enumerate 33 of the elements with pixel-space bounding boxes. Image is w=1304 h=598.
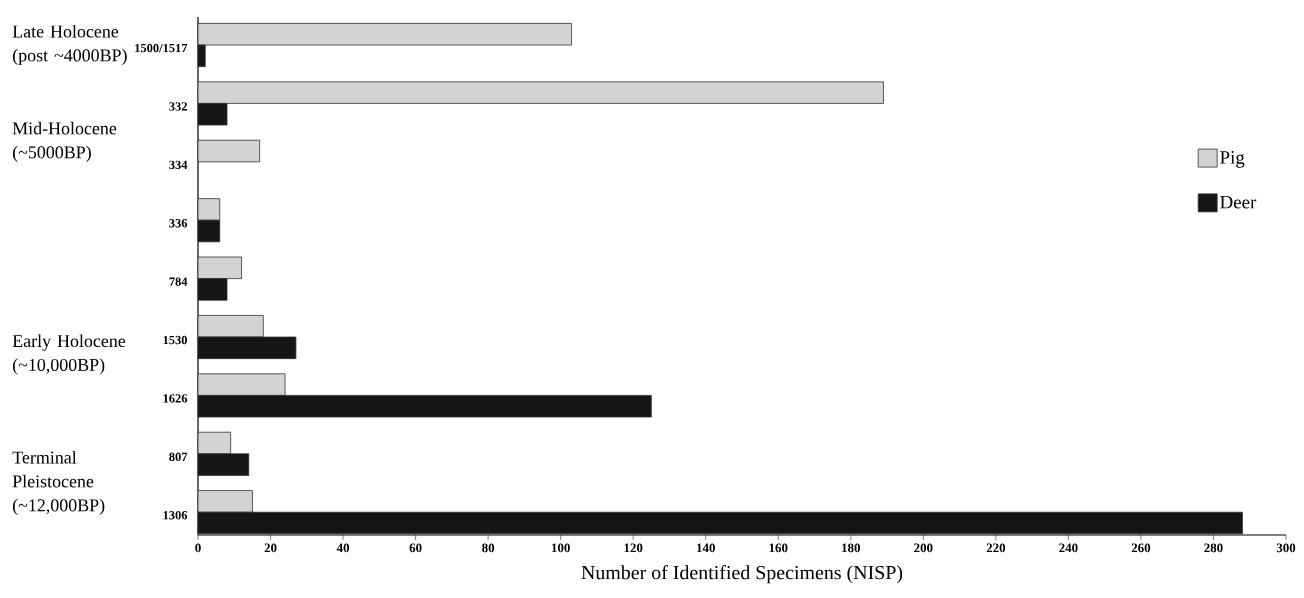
y-tick-label: 1626 [163,394,188,403]
text: Mid-Holocene (~5000BP) [12,121,117,163]
x-tick-label: 0 [195,543,201,553]
y-tick-label: 334 [169,160,188,170]
y-tick-label: 336 [169,219,188,228]
x-tick-label: 300 [1276,543,1296,553]
x-tick-label: 140 [697,543,715,553]
legend-label: Deer [1220,195,1257,209]
x-axis-title: Number of Identified Specimens (NISP) [581,565,903,584]
x-tick-label: 40 [336,543,350,553]
y-tick-label: 1306 [163,511,188,520]
x-tick-label: 200 [914,543,933,553]
x-tick-label: 160 [769,543,788,553]
y-tick-label: 1530 [163,335,188,345]
y-tick-label: 332 [169,102,187,111]
text: Terminal Pleistocene (~12,000BP) [12,450,105,516]
x-tick-label: 180 [842,543,861,553]
x-tick-label: 100 [551,543,570,553]
x-tick-label: 220 [986,543,1006,553]
y-tick-label: 807 [169,452,188,462]
y-tick-label: 784 [169,277,188,286]
x-tick-label: 280 [1204,543,1223,553]
x-tick-label: 240 [1059,543,1078,553]
y-tick-label: 1500/1517 [135,43,188,53]
x-tick-label: 60 [409,543,422,553]
legend-label: Pig [1220,151,1245,168]
x-tick-label: 80 [482,543,495,553]
x-tick-label: 120 [624,543,643,553]
text: Early Holocene (~10,000BP) [12,334,126,375]
x-tick-label: 20 [264,543,277,553]
bar [197,139,261,163]
text: Late Holocene (post ~4000BP) [12,24,127,66]
x-tick-label: 260 [1131,543,1151,553]
